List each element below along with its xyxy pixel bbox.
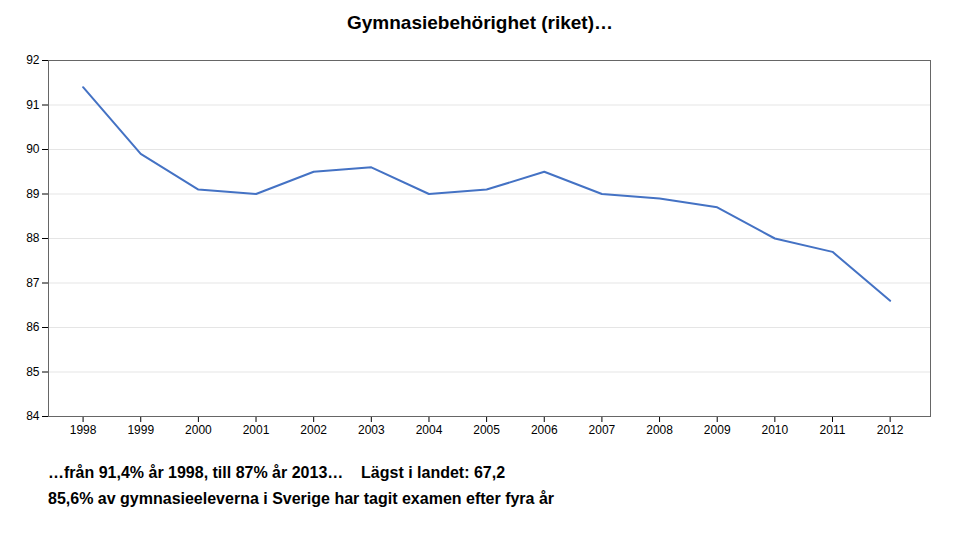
svg-text:2007: 2007 [589, 423, 616, 437]
html-text:…från 91,4% år 1998, till 87%: …från 91,4% år 1998, till 87% år 2013… L… [48, 464, 506, 481]
svg-text:2012: 2012 [877, 423, 904, 437]
svg-text:85: 85 [26, 365, 40, 379]
svg-text:89: 89 [26, 187, 40, 201]
svg-text:2001: 2001 [243, 423, 270, 437]
svg-text:2008: 2008 [646, 423, 673, 437]
html-text:85,6% av gymnasieeleverna i Sv: 85,6% av gymnasieeleverna i Sverige har … [48, 490, 554, 507]
svg-text:2000: 2000 [185, 423, 212, 437]
svg-text:87: 87 [26, 276, 40, 290]
html-text:Gymnasiebehörighet (riket)…: Gymnasiebehörighet (riket)… [347, 12, 613, 33]
svg-text:2006: 2006 [531, 423, 558, 437]
svg-text:2002: 2002 [300, 423, 327, 437]
svg-text:91: 91 [26, 98, 40, 112]
svg-text:2011: 2011 [820, 423, 846, 437]
svg-text:86: 86 [26, 320, 40, 334]
svg-text:92: 92 [26, 53, 40, 67]
svg-text:2005: 2005 [473, 423, 500, 437]
svg-text:90: 90 [26, 142, 40, 156]
svg-text:88: 88 [26, 231, 40, 245]
svg-text:1999: 1999 [127, 423, 154, 437]
svg-text:84: 84 [26, 409, 40, 423]
svg-text:2003: 2003 [358, 423, 385, 437]
svg-text:2010: 2010 [762, 423, 789, 437]
svg-text:2004: 2004 [416, 423, 443, 437]
svg-text:1998: 1998 [70, 423, 97, 437]
svg-text:2009: 2009 [704, 423, 731, 437]
